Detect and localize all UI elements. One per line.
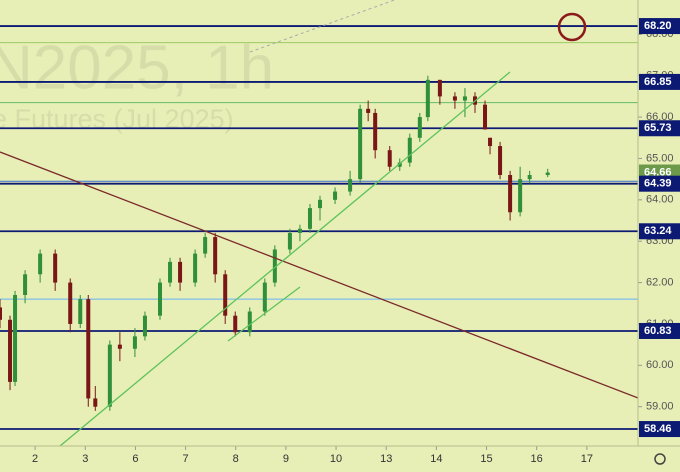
price-label: 60.83 xyxy=(644,325,672,337)
trend-line xyxy=(227,286,301,342)
x-tick-label: 15 xyxy=(480,453,492,465)
candle-body xyxy=(178,261,183,283)
candle-body xyxy=(23,274,28,295)
candle-body xyxy=(373,112,378,151)
y-tick-label: 60.00 xyxy=(646,359,674,371)
candle-body xyxy=(518,179,523,213)
candle-body xyxy=(203,237,208,254)
x-tick-label: 2 xyxy=(32,453,38,465)
candle-body xyxy=(307,208,312,229)
price-label: 66.85 xyxy=(644,76,672,88)
candle-body xyxy=(417,117,422,138)
price-label: 64.39 xyxy=(644,178,672,190)
watermark-subtitle: e Futures (Jul 2025) xyxy=(0,104,234,134)
x-tick-label: 8 xyxy=(233,453,239,465)
candle-body xyxy=(158,282,163,316)
watermark: N2025, 1h xyxy=(0,33,274,102)
candle-body xyxy=(193,253,198,283)
candle-body xyxy=(498,146,503,176)
price-label-box xyxy=(639,421,680,438)
x-tick-label: 16 xyxy=(531,453,543,465)
candle-body xyxy=(117,344,122,349)
candle-body xyxy=(462,96,467,101)
price-label-box xyxy=(639,322,680,339)
candle-body xyxy=(272,249,277,283)
y-tick-label: 59.00 xyxy=(646,401,674,413)
candle-body xyxy=(86,299,91,399)
candle-body xyxy=(68,282,73,324)
x-tick-label: 17 xyxy=(581,453,593,465)
candle-body xyxy=(132,336,137,349)
candle-body xyxy=(297,228,302,233)
y-tick-label: 62.00 xyxy=(646,276,674,288)
candle-body xyxy=(13,294,18,382)
candle-body xyxy=(93,398,98,407)
candle-body xyxy=(348,179,353,192)
candle-body xyxy=(213,237,218,275)
candle-body xyxy=(527,175,532,180)
x-tick-label: 9 xyxy=(283,453,289,465)
y-tick-label: 66.00 xyxy=(646,111,674,123)
candle-body xyxy=(397,162,402,167)
candle-body xyxy=(287,232,292,250)
y-tick-label: 64.00 xyxy=(646,194,674,206)
price-label: 65.73 xyxy=(644,122,672,134)
candle-body xyxy=(107,344,112,407)
price-label-box xyxy=(639,175,680,192)
x-tick-label: 14 xyxy=(430,453,442,465)
candle-body xyxy=(318,199,323,209)
x-tick-label: 6 xyxy=(132,453,138,465)
marker-circle xyxy=(557,12,587,42)
candle-body xyxy=(425,79,430,118)
settings-icon[interactable] xyxy=(654,453,666,465)
x-tick-label: 7 xyxy=(183,453,189,465)
x-tick-label: 3 xyxy=(82,453,88,465)
candle-body xyxy=(247,311,252,333)
candle-body xyxy=(262,282,267,312)
candle-body xyxy=(8,319,13,382)
price-label-box xyxy=(639,18,680,35)
candle-body xyxy=(407,137,412,163)
candle-body xyxy=(53,253,58,283)
candle-body xyxy=(508,175,513,213)
price-label: 64.66 xyxy=(644,166,672,178)
candle-body xyxy=(78,299,83,324)
candle-body xyxy=(223,274,228,316)
candle-body xyxy=(488,137,493,147)
candle-body xyxy=(0,307,2,320)
price-label-box xyxy=(639,223,680,240)
candle-body xyxy=(38,253,43,275)
plot: 59.0060.0061.0062.0063.0064.0065.0066.00… xyxy=(0,25,674,465)
x-tick-label: 13 xyxy=(380,453,392,465)
candle-body xyxy=(387,150,392,167)
candle-body xyxy=(366,108,371,113)
candle-body xyxy=(437,79,442,97)
candle-body xyxy=(233,315,238,333)
price-label: 63.24 xyxy=(644,225,672,237)
y-tick-label: 65.00 xyxy=(646,152,674,164)
candle-body xyxy=(545,172,550,176)
dashed-line xyxy=(249,0,396,53)
x-tick-label: 10 xyxy=(330,453,342,465)
candle-body xyxy=(168,261,173,283)
candle-body xyxy=(358,108,363,180)
price-label-box xyxy=(639,73,680,90)
candle-body xyxy=(142,315,147,337)
price-label: 58.46 xyxy=(644,423,672,435)
price-label-box xyxy=(639,120,680,137)
trend-line xyxy=(59,71,511,447)
candle-body xyxy=(452,96,457,101)
candle-body xyxy=(483,104,488,130)
price-label: 68.20 xyxy=(644,20,672,32)
trend-line xyxy=(0,151,639,399)
candle-body xyxy=(333,191,338,200)
